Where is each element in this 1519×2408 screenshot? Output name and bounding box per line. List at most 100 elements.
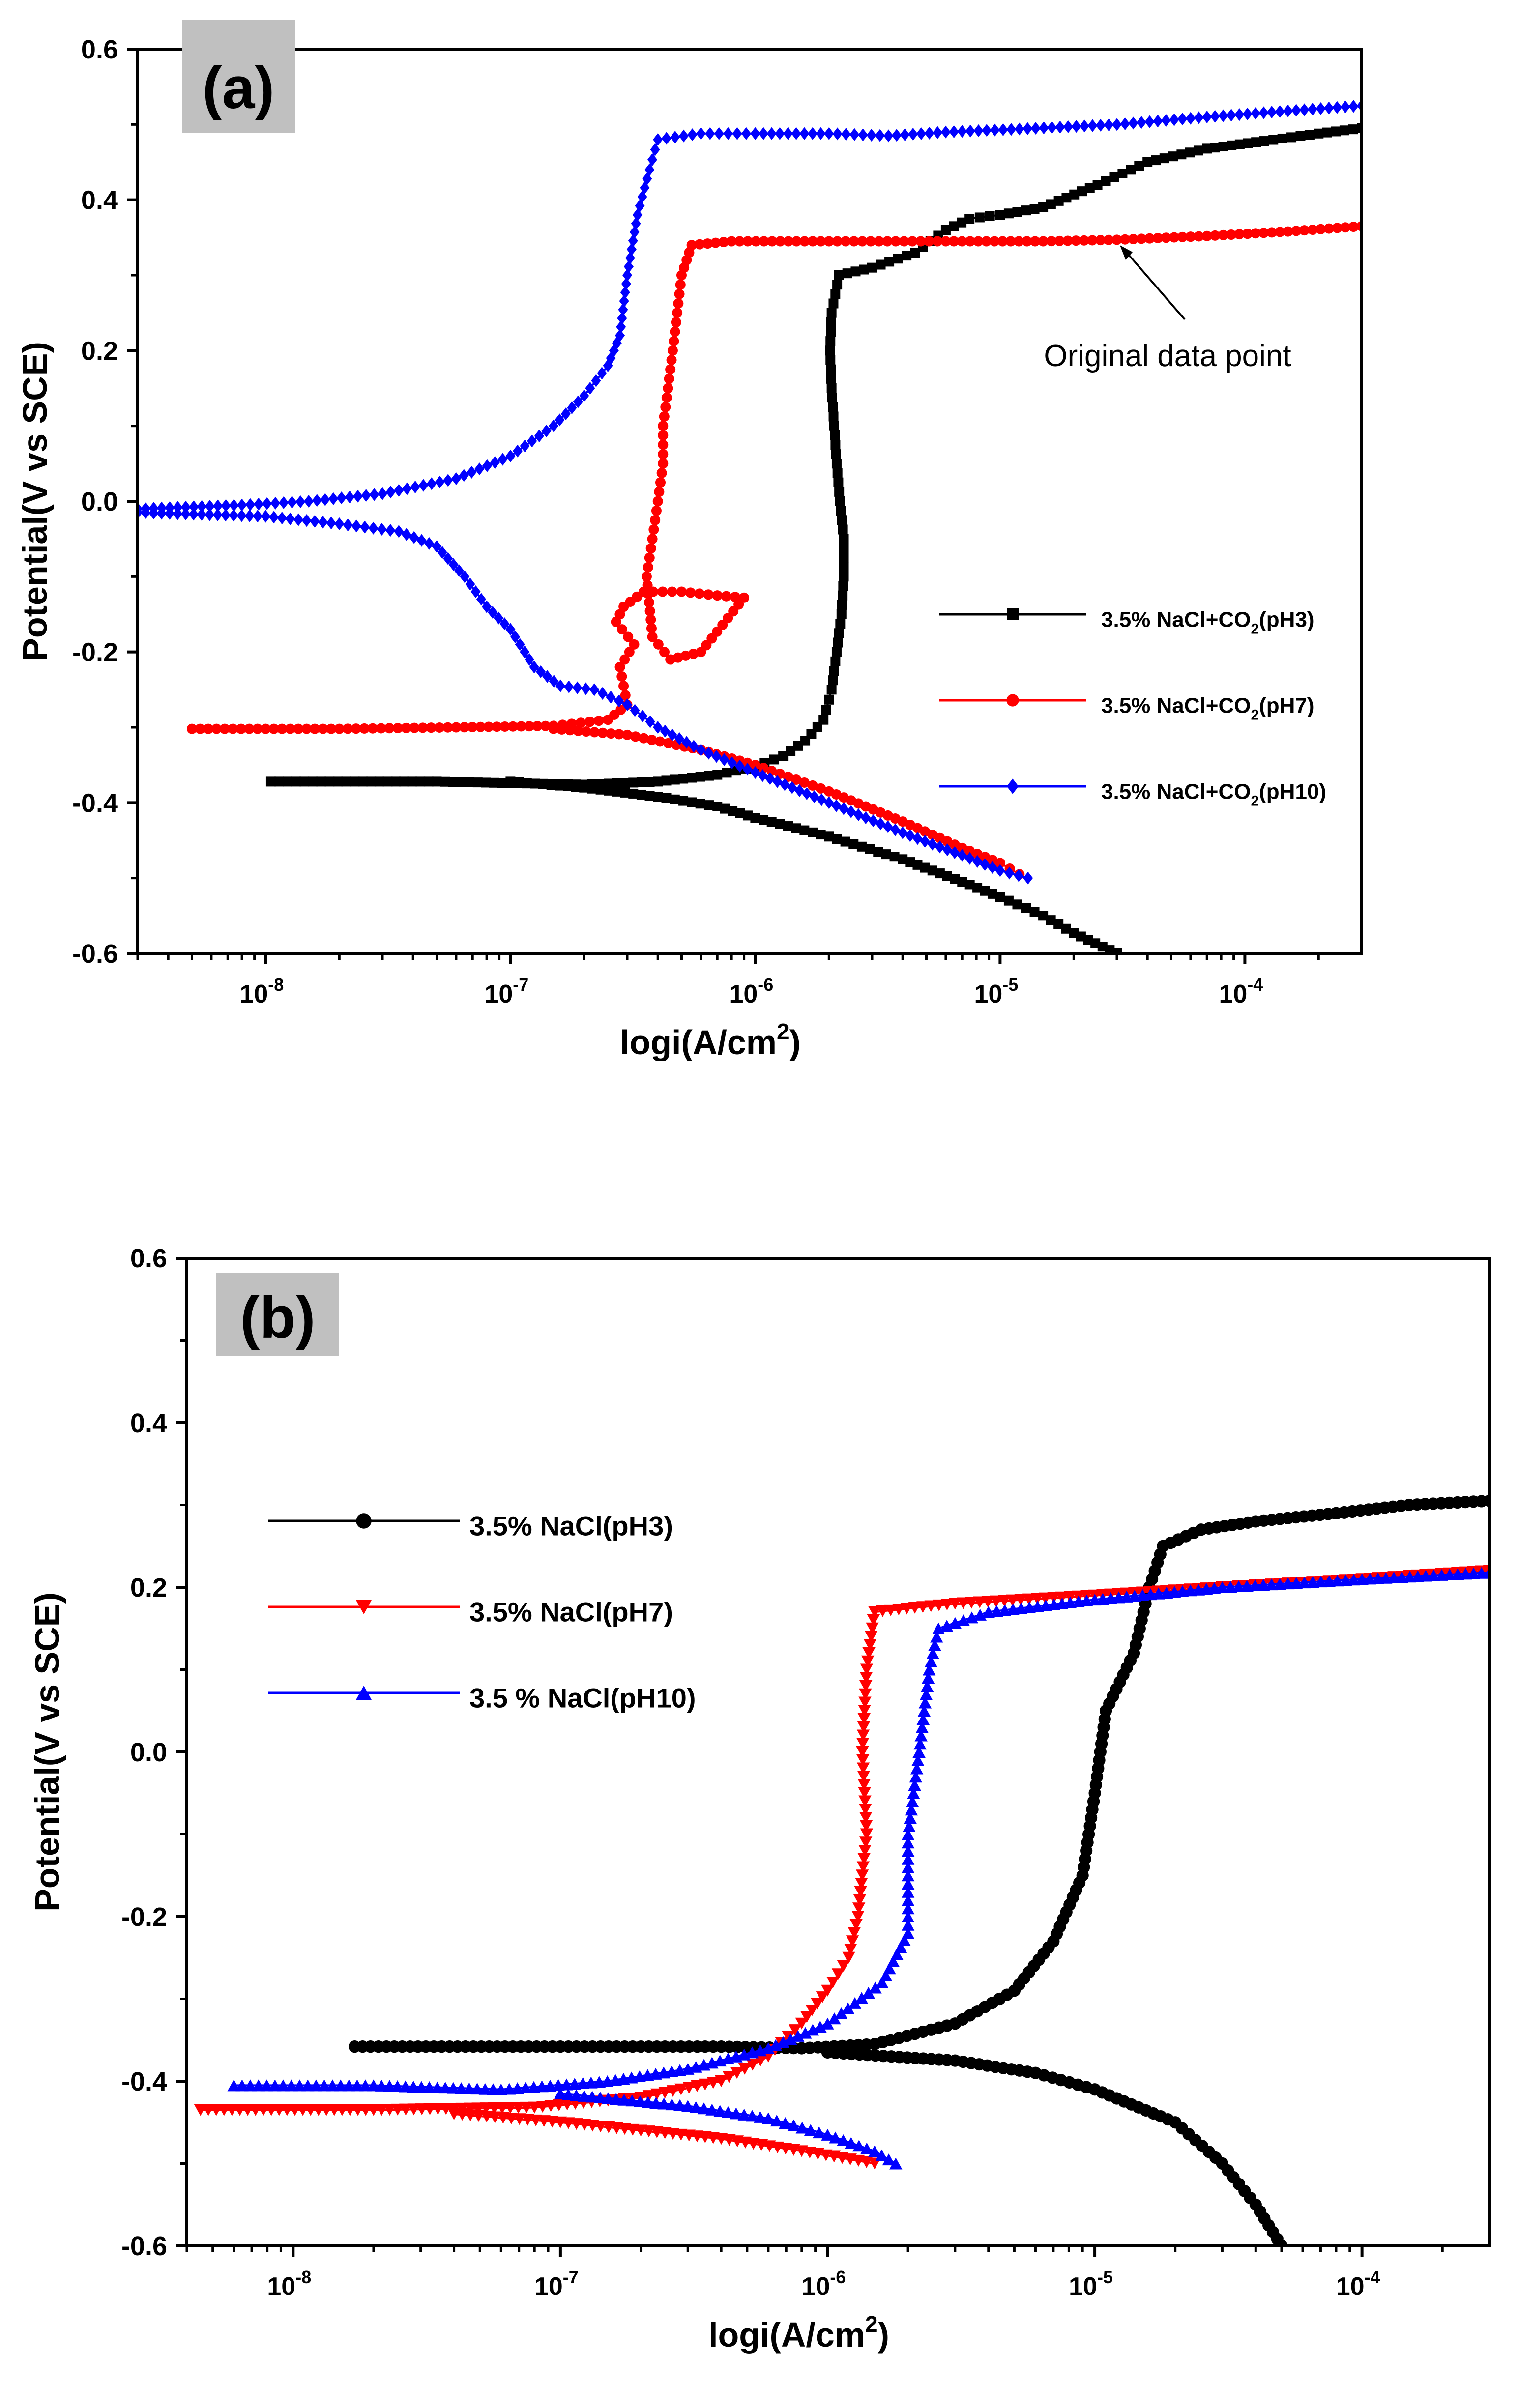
data-point	[686, 240, 697, 251]
data-point	[1275, 2239, 1288, 2246]
data-point	[277, 512, 287, 525]
data-point	[1111, 234, 1122, 245]
data-point	[865, 1631, 878, 1643]
data-point	[849, 1919, 863, 1931]
data-point	[866, 1622, 879, 1634]
data-point	[353, 489, 363, 503]
data-point	[901, 1927, 915, 1939]
data-point	[859, 1812, 873, 1824]
y-axis-title: Potential(V vs SCE)	[16, 342, 54, 661]
data-point	[690, 2080, 704, 2093]
data-point	[1053, 196, 1064, 206]
data-point	[341, 776, 351, 787]
data-point	[612, 786, 622, 797]
data-point	[522, 778, 532, 788]
data-point	[791, 127, 801, 140]
data-point	[571, 782, 581, 792]
data-point	[901, 1886, 915, 1898]
data-point	[148, 506, 159, 519]
data-point	[687, 773, 697, 783]
data-point	[1012, 207, 1022, 217]
data-point	[807, 827, 818, 837]
data-point	[1152, 232, 1163, 243]
data-point	[981, 1596, 994, 1608]
data-point	[203, 723, 214, 734]
data-point	[645, 614, 656, 625]
data-point	[833, 637, 843, 648]
data-point	[578, 2090, 591, 2102]
data-point	[839, 562, 849, 573]
data-point	[1117, 169, 1128, 178]
data-point	[829, 2131, 842, 2144]
data-point	[534, 430, 544, 443]
data-point	[369, 488, 380, 501]
data-point	[221, 509, 231, 522]
data-point	[1079, 235, 1089, 246]
data-point	[889, 852, 900, 862]
data-point	[1277, 133, 1287, 143]
data-point	[219, 723, 230, 734]
data-point	[949, 125, 959, 138]
data-point	[528, 2101, 541, 2114]
legend-label: 3.5% NaCl+CO2(pH7)	[1101, 693, 1315, 723]
data-point	[460, 570, 470, 583]
data-point	[734, 759, 745, 773]
data-point	[807, 780, 818, 791]
data-point	[606, 690, 616, 704]
data-point	[737, 2108, 751, 2121]
data-point	[512, 2102, 525, 2114]
data-point	[476, 593, 486, 606]
y-tick-label: 0.0	[130, 1738, 167, 1767]
data-point	[921, 1672, 935, 1684]
data-point	[368, 521, 379, 535]
data-point	[610, 2093, 623, 2105]
data-point	[597, 367, 607, 380]
panel-b: -0.6 -0.4 -0.2 0.0 0.2 0.4 0.6 10-8 10-7 10-6 10-5…	[28, 1244, 1491, 2354]
data-point	[830, 430, 840, 440]
data-point	[581, 726, 592, 737]
data-point	[901, 1853, 915, 1865]
data-point	[301, 723, 312, 734]
series-a-1	[505, 776, 1122, 953]
data-point	[1022, 236, 1032, 247]
data-point	[496, 2102, 509, 2114]
data-point	[881, 849, 891, 860]
data-point	[1226, 109, 1236, 122]
data-point	[391, 2103, 405, 2116]
data-point	[826, 1977, 840, 1988]
data-point	[1055, 120, 1065, 134]
data-point	[831, 449, 841, 459]
data-point	[857, 1721, 871, 1733]
data-point	[1161, 232, 1171, 243]
data-point	[838, 524, 848, 535]
data-point	[713, 2105, 727, 2117]
data-point	[837, 2134, 850, 2147]
data-point	[1267, 106, 1277, 119]
data-point	[658, 421, 669, 431]
data-point	[816, 1991, 829, 2004]
legend-marker	[355, 1686, 372, 1700]
data-point	[883, 820, 893, 833]
data-point	[324, 776, 335, 787]
data-point	[867, 262, 877, 273]
annotation-arrow	[1123, 248, 1186, 320]
data-point	[824, 831, 834, 842]
data-point	[1307, 224, 1318, 235]
data-point	[892, 1604, 906, 1616]
data-point	[957, 236, 967, 247]
data-point	[861, 1655, 875, 1667]
data-point	[584, 717, 595, 727]
data-point	[1258, 106, 1269, 119]
data-point	[236, 509, 247, 522]
data-point	[848, 839, 859, 849]
data-point	[394, 484, 404, 497]
data-point	[775, 236, 786, 247]
data-point	[948, 1598, 962, 1610]
data-point	[905, 829, 915, 842]
data-point	[678, 796, 689, 806]
data-point	[1168, 151, 1178, 162]
data-point	[682, 2082, 696, 2094]
data-point	[1202, 111, 1212, 123]
data-point	[738, 2063, 752, 2075]
data-point	[1243, 138, 1253, 148]
